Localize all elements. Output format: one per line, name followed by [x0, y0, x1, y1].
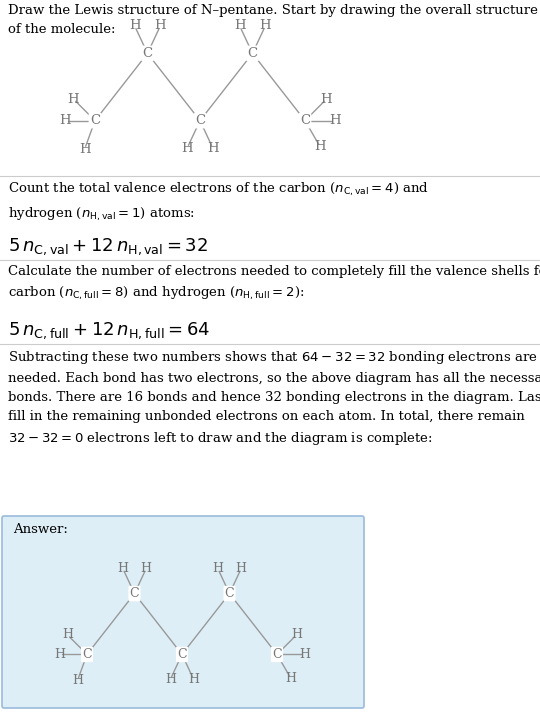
Text: H: H [285, 671, 296, 685]
Text: C: C [225, 587, 234, 600]
Text: Count the total valence electrons of the carbon ($n_{\mathrm{C,val}} = 4$) and
h: Count the total valence electrons of the… [8, 181, 429, 223]
Text: H: H [62, 629, 73, 642]
Text: H: H [59, 114, 70, 127]
Text: C: C [90, 114, 100, 127]
Text: $5\,n_{\mathrm{C,full}} + 12\,n_{\mathrm{H,full}} = 64$: $5\,n_{\mathrm{C,full}} + 12\,n_{\mathrm… [8, 320, 210, 340]
Text: H: H [234, 19, 246, 32]
Text: H: H [54, 648, 65, 661]
Text: C: C [272, 648, 282, 661]
Text: H: H [207, 142, 219, 155]
Text: H: H [117, 562, 129, 575]
Text: Answer:: Answer: [13, 523, 68, 536]
Text: Draw the Lewis structure of N–pentane. Start by drawing the overall structure of: Draw the Lewis structure of N–pentane. S… [8, 4, 538, 36]
Text: H: H [321, 93, 332, 105]
Text: H: H [79, 142, 90, 156]
Text: H: H [129, 19, 140, 32]
FancyBboxPatch shape [2, 516, 364, 708]
Text: C: C [143, 47, 153, 60]
Text: $5\,n_{\mathrm{C,val}} + 12\,n_{\mathrm{H,val}} = 32$: $5\,n_{\mathrm{C,val}} + 12\,n_{\mathrm{… [8, 236, 208, 256]
Text: H: H [260, 19, 271, 32]
Text: H: H [154, 19, 166, 32]
Text: C: C [300, 114, 310, 127]
Text: C: C [177, 648, 187, 661]
Text: C: C [82, 648, 92, 661]
Text: H: H [314, 140, 326, 154]
Text: H: H [72, 674, 83, 687]
Text: Calculate the number of electrons needed to completely fill the valence shells f: Calculate the number of electrons needed… [8, 265, 540, 303]
Text: C: C [247, 47, 258, 60]
Text: H: H [299, 648, 310, 661]
Text: H: H [291, 629, 302, 642]
Text: C: C [195, 114, 205, 127]
Text: H: H [165, 673, 176, 686]
Text: H: H [188, 673, 199, 686]
Text: H: H [140, 562, 152, 575]
Text: Subtracting these two numbers shows that $64 - 32 = 32$ bonding electrons are
ne: Subtracting these two numbers shows that… [8, 349, 540, 447]
Text: H: H [181, 142, 193, 155]
Text: H: H [68, 93, 79, 105]
Text: C: C [130, 587, 139, 600]
Text: H: H [212, 562, 224, 575]
Text: H: H [329, 114, 341, 127]
Text: H: H [235, 562, 247, 575]
